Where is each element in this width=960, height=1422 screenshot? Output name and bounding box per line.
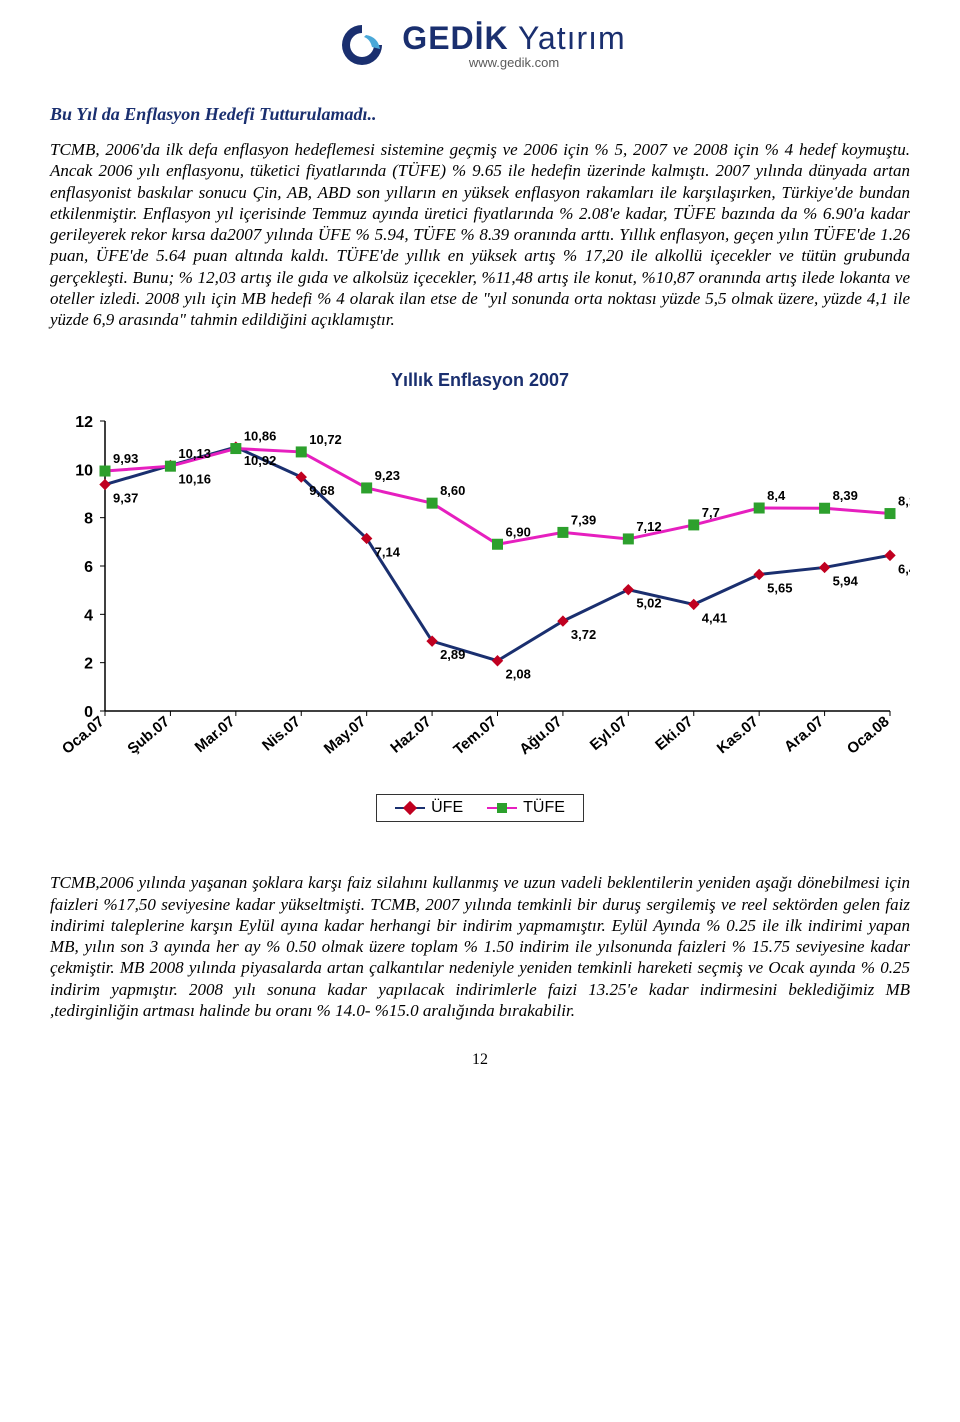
paragraph-2: TCMB,2006 yılında yaşanan şoklara karşı … [50,872,910,1021]
svg-text:8,60: 8,60 [440,483,465,498]
paragraph-1: TCMB, 2006'da ilk defa enflasyon hedefle… [50,139,910,330]
svg-text:6,44: 6,44 [898,562,910,577]
svg-text:2,08: 2,08 [506,667,531,682]
logo-brand-bold: GEDİK [402,20,508,56]
chart-title: Yıllık Enflasyon 2007 [50,370,910,391]
svg-text:Şub.07: Şub.07 [124,713,173,758]
svg-text:9,23: 9,23 [375,468,400,483]
svg-text:Nis.07: Nis.07 [259,713,304,754]
svg-text:2: 2 [84,656,93,673]
svg-text:3,72: 3,72 [571,627,596,642]
svg-text:4: 4 [84,608,93,625]
svg-text:Oca.08: Oca.08 [844,713,893,758]
svg-text:Eki.07: Eki.07 [652,713,696,754]
page-number: 12 [50,1051,910,1069]
svg-text:8,17: 8,17 [898,494,910,509]
svg-text:7,14: 7,14 [375,545,401,560]
svg-text:10,16: 10,16 [178,472,211,487]
svg-text:7,12: 7,12 [636,519,661,534]
logo-url: www.gedik.com [469,55,559,70]
svg-text:10: 10 [75,463,93,480]
svg-text:5,02: 5,02 [636,596,661,611]
section-heading: Bu Yıl da Enflasyon Hedefi Tutturulamadı… [50,104,910,125]
svg-text:Kas.07: Kas.07 [714,713,762,757]
svg-text:Mar.07: Mar.07 [192,713,239,756]
legend-ufe-label: ÜFE [431,799,463,817]
inflation-chart: 024681012Oca.07Şub.07Mar.07Nis.07May.07H… [50,401,910,822]
tufe-swatch-icon [487,807,517,809]
legend-tufe-label: TÜFE [523,799,565,817]
svg-text:4,41: 4,41 [702,611,727,626]
svg-text:2,89: 2,89 [440,647,465,662]
svg-text:10,86: 10,86 [244,429,277,444]
svg-text:10,72: 10,72 [309,432,342,447]
svg-text:Haz.07: Haz.07 [387,713,434,757]
svg-text:8,4: 8,4 [767,488,786,503]
svg-text:Eyl.07: Eyl.07 [587,713,631,754]
svg-text:May.07: May.07 [321,713,369,757]
svg-text:6: 6 [84,559,93,576]
svg-text:9,37: 9,37 [113,491,138,506]
logo-header: GEDİK Yatırım www.gedik.com [50,20,910,74]
legend-tufe: TÜFE [487,799,565,817]
ufe-swatch-icon [395,807,425,809]
svg-text:6,90: 6,90 [506,525,531,540]
legend-ufe: ÜFE [395,799,463,817]
logo-brand-light: Yatırım [509,20,626,56]
svg-text:9,93: 9,93 [113,451,138,466]
svg-text:8,39: 8,39 [833,488,858,503]
svg-text:8: 8 [84,511,93,528]
svg-text:7,7: 7,7 [702,505,720,520]
svg-text:10,92: 10,92 [244,453,277,468]
svg-text:Tem.07: Tem.07 [450,713,500,759]
svg-text:10,13: 10,13 [178,446,211,461]
svg-text:Ağu.07: Ağu.07 [516,713,565,758]
svg-text:7,39: 7,39 [571,513,596,528]
svg-text:5,65: 5,65 [767,581,792,596]
svg-text:12: 12 [75,414,93,431]
logo-brand: GEDİK Yatırım [402,20,625,57]
chart-legend: ÜFE TÜFE [50,794,910,822]
svg-text:5,94: 5,94 [833,574,859,589]
logo-icon [334,21,390,69]
svg-text:Ara.07: Ara.07 [781,713,827,756]
svg-text:9,68: 9,68 [309,483,334,498]
